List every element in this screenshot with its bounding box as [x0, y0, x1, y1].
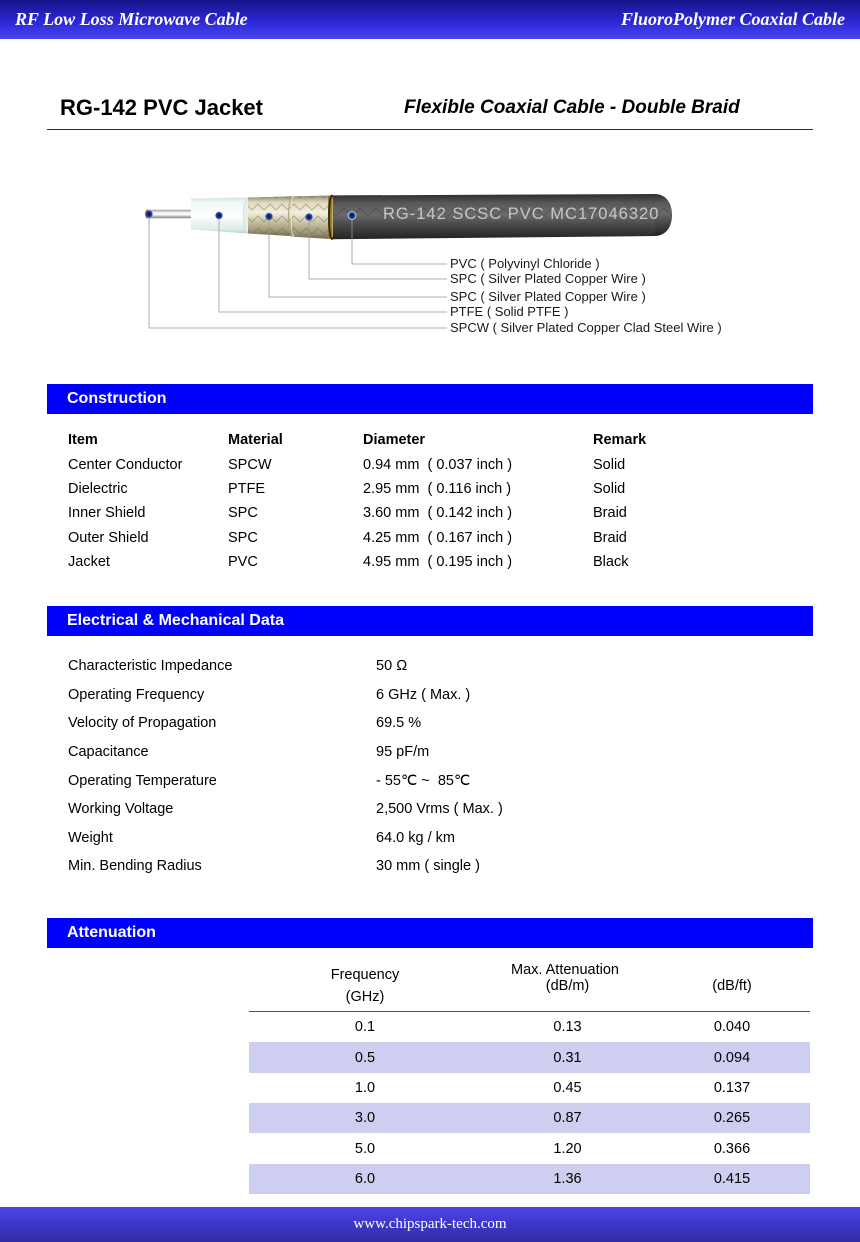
svg-text:RG-142 SCSC PVC MC17046320: RG-142 SCSC PVC MC17046320 — [383, 205, 659, 223]
svg-text:PVC ( Polyvinyl Chloride ): PVC ( Polyvinyl Chloride ) — [450, 256, 600, 271]
svg-text:SPCW ( Silver Plated Copper Cl: SPCW ( Silver Plated Copper Clad Steel W… — [450, 320, 722, 335]
svg-text:SPC ( Silver Plated Copper Wir: SPC ( Silver Plated Copper Wire ) — [450, 271, 646, 286]
svg-text:SPC ( Silver Plated Copper Wir: SPC ( Silver Plated Copper Wire ) — [450, 289, 646, 304]
svg-text:PTFE ( Solid PTFE ): PTFE ( Solid PTFE ) — [450, 304, 568, 319]
